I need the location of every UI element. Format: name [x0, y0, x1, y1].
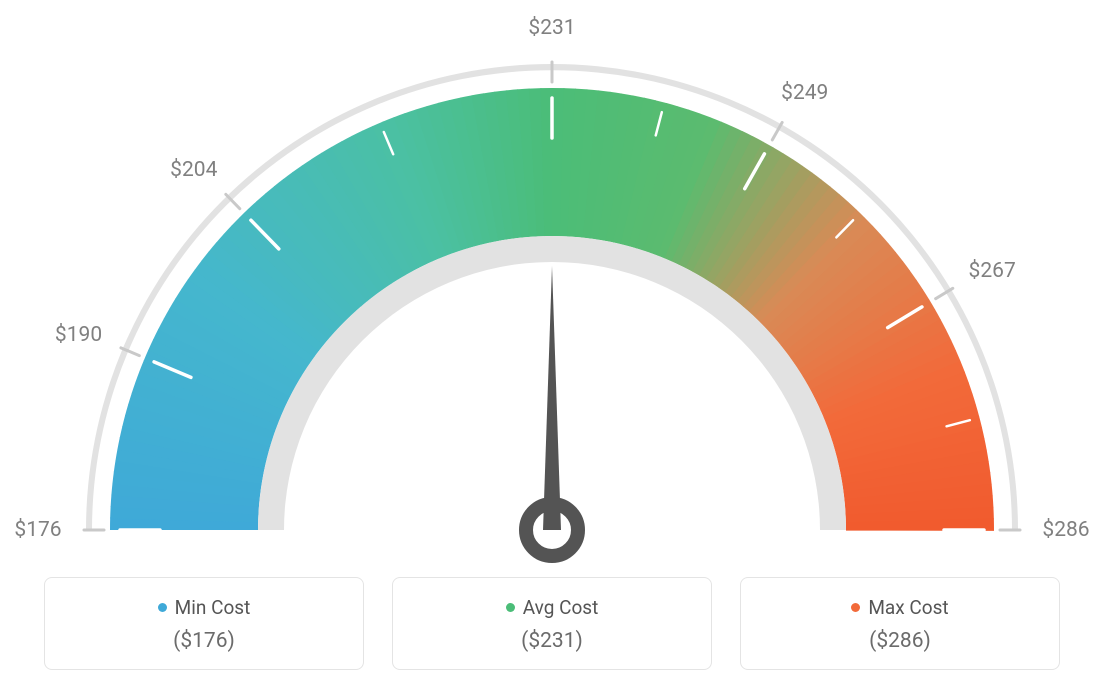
dot-icon: [158, 603, 167, 612]
gauge-tick-label: $267: [969, 259, 1016, 283]
gauge-tick-label: $190: [55, 323, 102, 347]
legend-max-text: Max Cost: [868, 596, 948, 619]
dot-icon: [506, 603, 515, 612]
gauge-tick-label: $231: [528, 16, 575, 40]
legend-min-value: ($176): [55, 629, 353, 653]
legend-max-card: Max Cost ($286): [740, 577, 1060, 670]
legend-avg-value: ($231): [403, 629, 701, 653]
dot-icon: [851, 603, 860, 612]
gauge-tick-label: $249: [781, 81, 828, 105]
legend-avg-label: Avg Cost: [403, 596, 701, 619]
cost-gauge: $176 $190 $204 $231 $249 $267 $286: [0, 10, 1104, 570]
legend-min-text: Min Cost: [175, 596, 251, 619]
gauge-tick-label: $176: [14, 518, 61, 542]
legend-avg-text: Avg Cost: [523, 596, 599, 619]
legend-max-label: Max Cost: [751, 596, 1049, 619]
legend-min-label: Min Cost: [55, 596, 353, 619]
legend-row: Min Cost ($176) Avg Cost ($231) Max Cost…: [0, 577, 1104, 670]
legend-avg-card: Avg Cost ($231): [392, 577, 712, 670]
gauge-tick-label: $204: [170, 158, 217, 182]
legend-max-value: ($286): [751, 629, 1049, 653]
gauge-tick-label: $286: [1042, 518, 1089, 542]
legend-min-card: Min Cost ($176): [44, 577, 364, 670]
